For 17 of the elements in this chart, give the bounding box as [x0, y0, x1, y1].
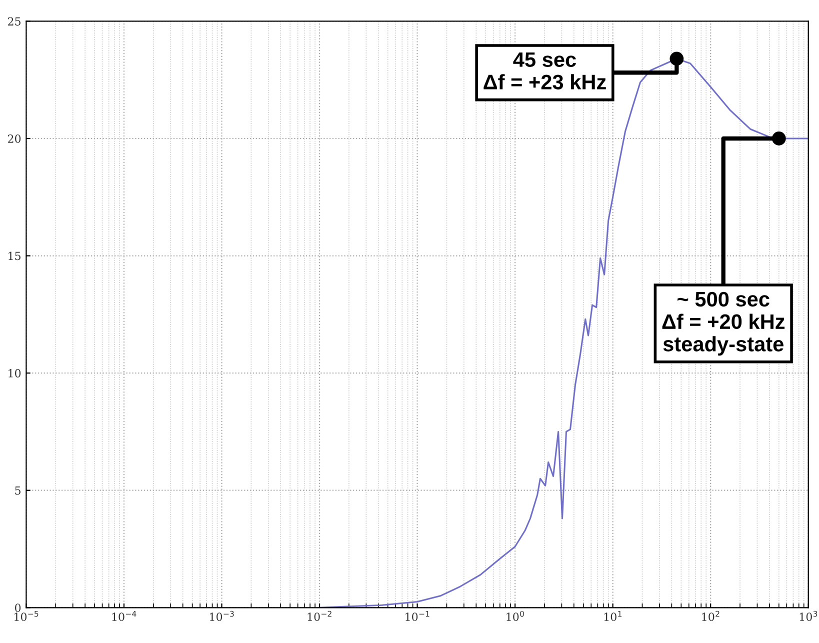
y-tick-label: 10 [8, 369, 21, 378]
x-tick-label: 10$^{−1}$ [406, 610, 430, 622]
x-tick-label: 10$^{2}$ [702, 610, 720, 622]
y-tick-label: 20 [8, 134, 21, 143]
x-tick-label: 10$^{0}$ [506, 610, 524, 622]
x-tick-label: 10$^{3}$ [800, 610, 818, 622]
annotation: 45 sec Δf = +23 kHz [484, 52, 606, 90]
x-tick-label: 10$^{−5}$ [14, 610, 38, 622]
y-tick-label: 25 [8, 17, 20, 26]
x-tick-label: 10$^{−3}$ [210, 610, 234, 622]
x-tick-label: 10$^{1}$ [604, 610, 622, 622]
annotation: ~ 500 sec Δf = +20 kHz steady-state [662, 292, 785, 356]
y-tick-label: 15 [8, 252, 20, 260]
x-tick-label: 10$^{−2}$ [308, 610, 332, 622]
x-tick-label: 10$^{−4}$ [112, 610, 136, 622]
y-tick-label: 5 [15, 486, 20, 495]
y-tick-label: 0 [15, 604, 21, 612]
